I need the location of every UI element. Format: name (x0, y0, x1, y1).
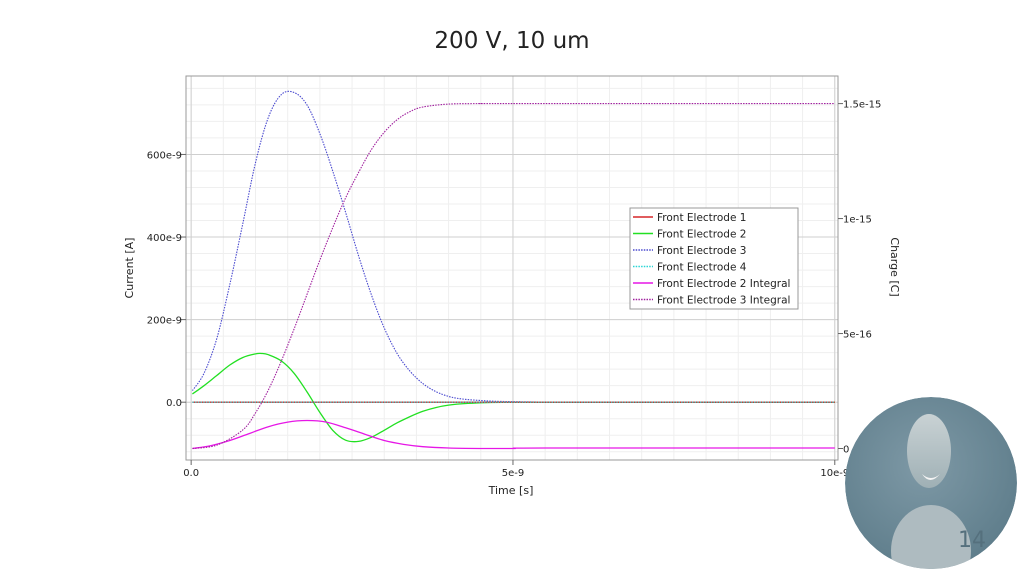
series-line (191, 90, 835, 403)
legend-entry: Front Electrode 3 (657, 245, 746, 257)
y-tick-label: 400e-9 (147, 233, 182, 244)
legend-entry: Front Electrode 3 Integral (657, 295, 790, 307)
x-tick-label: 5e-9 (502, 468, 525, 479)
legend: Front Electrode 1 Front Electrode 2 Front … (629, 207, 799, 310)
avatar-body-icon (891, 505, 971, 569)
series-group (191, 90, 835, 450)
legend-entry: Front Electrode 4 (657, 262, 747, 274)
y-tick-label: 0.0 (166, 398, 182, 409)
x-tick-label: 0.0 (183, 468, 199, 479)
series-line (192, 103, 835, 450)
slide-title: 200 V, 10 um (434, 28, 590, 54)
y2-tick-label: 1.5e-15 (843, 100, 881, 111)
y2-tick-label: 1e-15 (843, 215, 872, 226)
y-axis-label: Current [A] (123, 238, 136, 299)
legend-entry: Front Electrode 2 (657, 229, 746, 241)
legend-entry: Front Electrode 1 (657, 212, 746, 224)
y-tick-label: 200e-9 (147, 316, 182, 327)
y2-tick-label: 0 (843, 445, 849, 456)
x-tick-label: 10e-9 (820, 468, 849, 479)
legend-entry: Front Electrode 2 Integral (657, 278, 790, 290)
y-tick-label: 600e-9 (147, 150, 182, 161)
y2-axis-label: Charge [C] (888, 237, 901, 296)
legend-box (629, 207, 799, 310)
series-line (192, 419, 835, 450)
plot-area-frame (185, 75, 839, 461)
axes: 0.0 5e-9 10e-9 0.0 200e-9 400e-9 600e-9 0 5e-16 1… (147, 100, 882, 479)
x-axis-label: Time [s] (488, 484, 534, 497)
presenter-video-thumbnail (845, 397, 1017, 569)
y2-tick-label: 5e-16 (843, 330, 872, 341)
page-number: 14 (958, 528, 986, 553)
avatar-face-icon (907, 414, 951, 488)
avatar-smile-icon (922, 474, 940, 480)
